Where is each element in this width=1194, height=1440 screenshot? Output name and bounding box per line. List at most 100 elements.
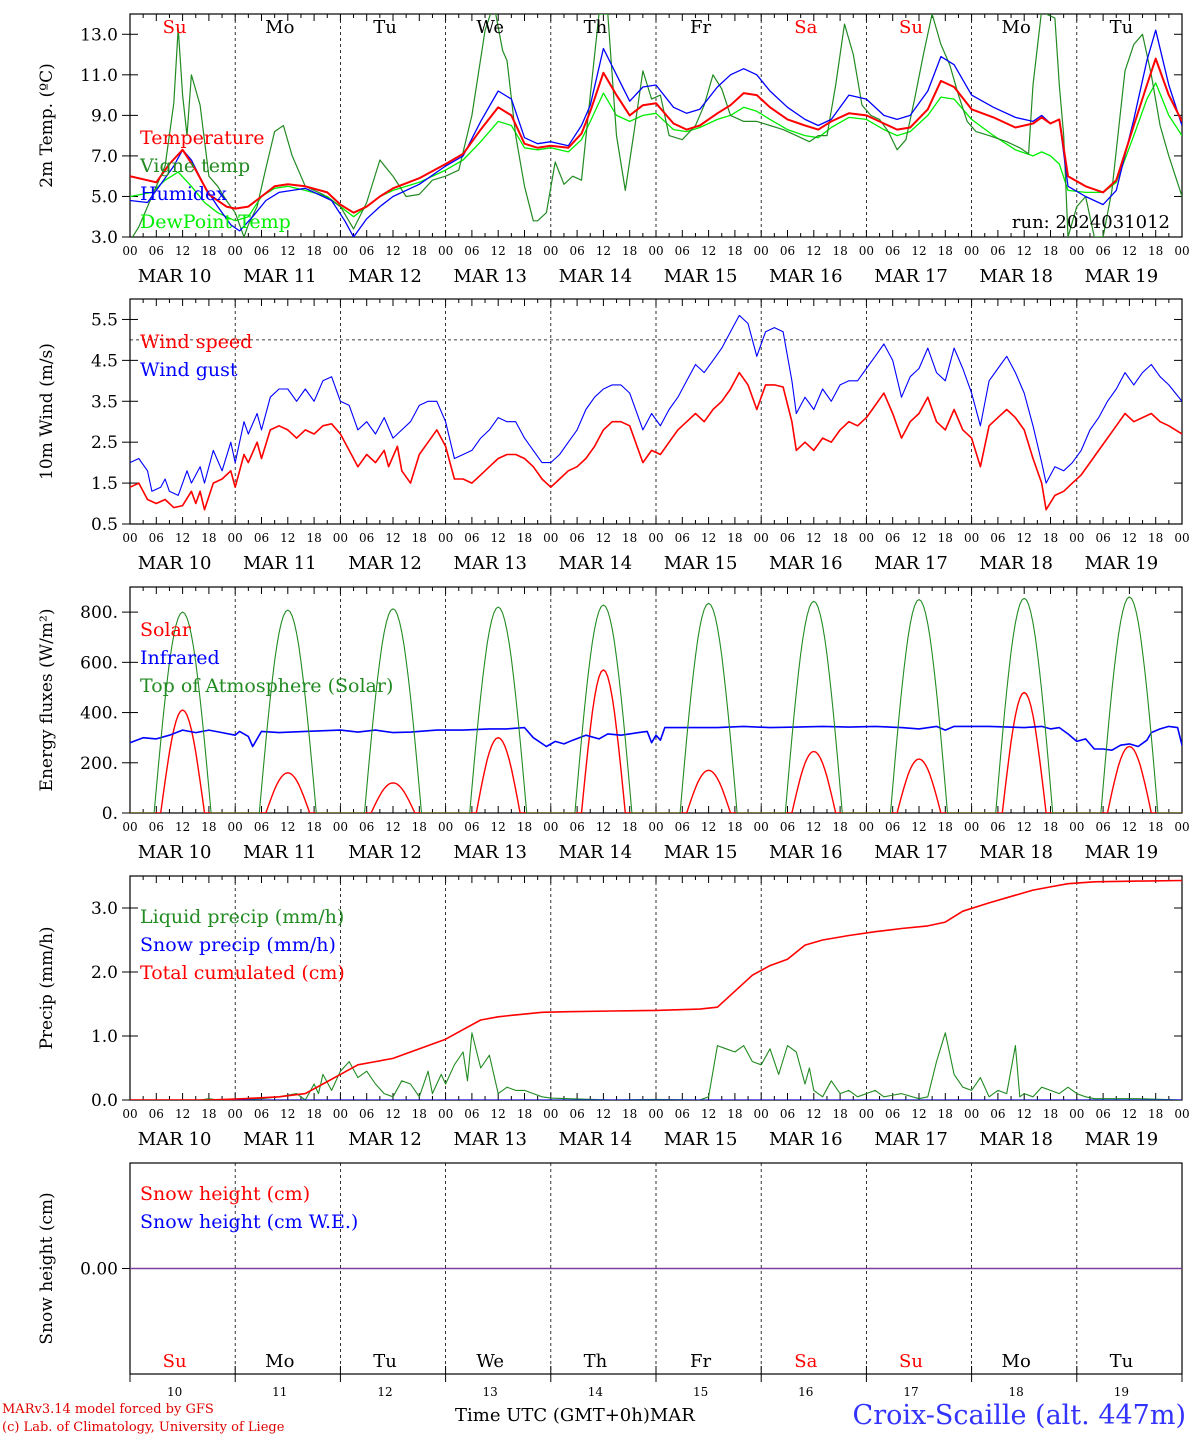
- legend-entry: Temperature: [140, 127, 264, 149]
- hour-tick-label: 18: [1148, 1107, 1163, 1121]
- hour-tick-label: 06: [464, 244, 479, 258]
- y-axis-label: Precip (mm/h): [37, 926, 57, 1049]
- hour-tick-label: 18: [832, 531, 847, 545]
- hour-tick-label: 18: [938, 1107, 953, 1121]
- weekday-label: Mo: [1002, 1351, 1031, 1372]
- hour-tick-label: 06: [359, 531, 374, 545]
- hour-tick-label: 06: [254, 1107, 269, 1121]
- hour-tick-label: 06: [254, 820, 269, 834]
- hour-tick-label: 12: [1017, 531, 1032, 545]
- hour-tick-label: 00: [543, 244, 558, 258]
- hour-tick-label: 00: [228, 1107, 243, 1121]
- hour-tick-label: 06: [675, 1107, 690, 1121]
- hour-tick-label: 18: [727, 1107, 742, 1121]
- hour-tick-label: 18: [938, 531, 953, 545]
- y-tick-label: 600.: [80, 653, 118, 673]
- hour-tick-label: 06: [780, 820, 795, 834]
- date-label: MAR 16: [769, 1129, 843, 1150]
- hour-tick-label: 00: [543, 820, 558, 834]
- hour-tick-label: 00: [754, 820, 769, 834]
- hour-tick-label: 18: [832, 1107, 847, 1121]
- series-group: [130, 596, 1182, 813]
- day-number-label: 13: [483, 1385, 498, 1399]
- hour-tick-label: 18: [201, 244, 216, 258]
- hour-tick-label: 12: [491, 531, 506, 545]
- hour-tick-label: 00: [754, 1107, 769, 1121]
- date-label: MAR 11: [243, 842, 317, 863]
- hour-tick-label: 00: [754, 531, 769, 545]
- series-group: [130, 314, 1182, 511]
- date-label: MAR 19: [1085, 1129, 1159, 1150]
- hour-tick-label: 06: [569, 531, 584, 545]
- hour-tick-label: 12: [385, 244, 400, 258]
- hour-tick-label: 06: [675, 820, 690, 834]
- date-label: MAR 16: [769, 842, 843, 863]
- legend-entry: DewPoint Temp: [140, 211, 291, 233]
- hour-tick-label: 12: [1122, 820, 1137, 834]
- legend-entry: Infrared: [140, 647, 220, 669]
- date-label: MAR 17: [874, 553, 948, 574]
- date-label: MAR 10: [138, 553, 212, 574]
- hour-tick-label: 12: [596, 531, 611, 545]
- hour-tick-label: 06: [569, 1107, 584, 1121]
- y-tick-label: 2.5: [91, 433, 118, 453]
- series-line: [130, 879, 1182, 1100]
- hour-tick-label: 00: [122, 1107, 137, 1121]
- date-label: MAR 13: [453, 553, 527, 574]
- date-label: MAR 13: [453, 1129, 527, 1150]
- hour-tick-label: 00: [1174, 1107, 1189, 1121]
- panel-snow: Su 10 Mo 11 Tu 12 We 13 Th 14 Fr 15 Sa 16 Su 17 Mo 18 Tu 19…: [37, 1162, 1183, 1399]
- hour-tick-label: 00: [859, 1107, 874, 1121]
- hour-tick-label: 18: [727, 244, 742, 258]
- hour-tick-label: 00: [1174, 244, 1189, 258]
- date-label: MAR 12: [348, 1129, 422, 1150]
- date-label: MAR 10: [138, 266, 212, 287]
- date-label: MAR 14: [559, 842, 633, 863]
- legend-entry: Liquid precip (mm/h): [140, 906, 344, 928]
- date-label: MAR 15: [664, 1129, 738, 1150]
- series-line: [130, 29, 1182, 237]
- series-line: [130, 669, 1182, 813]
- y-tick-label: 200.: [80, 754, 118, 774]
- hour-tick-label: 18: [727, 820, 742, 834]
- hour-tick-label: 12: [1017, 820, 1032, 834]
- y-tick-label: 13.0: [80, 25, 118, 45]
- hour-tick-label: 18: [938, 820, 953, 834]
- day-number-label: 14: [588, 1385, 604, 1399]
- date-label: MAR 10: [138, 1129, 212, 1150]
- weekday-label: Fr: [690, 1351, 711, 1372]
- y-axis-label: Energy fluxes (W/m²): [37, 609, 57, 792]
- y-tick-label: 3.5: [91, 392, 118, 412]
- day-number-label: 12: [377, 1385, 392, 1399]
- hour-tick-label: 18: [412, 1107, 427, 1121]
- y-tick-label: 1.5: [91, 474, 118, 494]
- hour-tick-label: 06: [885, 820, 900, 834]
- hour-tick-label: 00: [438, 531, 453, 545]
- y-tick-label: 3.0: [91, 899, 118, 919]
- hour-tick-label: 06: [675, 531, 690, 545]
- hour-tick-label: 00: [228, 820, 243, 834]
- hour-tick-label: 18: [412, 531, 427, 545]
- hour-tick-label: 00: [1174, 531, 1189, 545]
- hour-tick-label: 18: [1148, 820, 1163, 834]
- weekday-label: We: [476, 17, 504, 38]
- model-credit: MARv3.14 model forced by GFS: [2, 1402, 214, 1417]
- hour-tick-label: 12: [1122, 1107, 1137, 1121]
- hour-tick-label: 18: [306, 820, 321, 834]
- hour-tick-label: 12: [596, 820, 611, 834]
- hour-tick-label: 18: [622, 531, 637, 545]
- legend-entry: Vigne temp: [139, 155, 250, 177]
- weekday-label: Su: [899, 17, 923, 38]
- hour-tick-label: 00: [964, 820, 979, 834]
- series-group: [130, 14, 1182, 237]
- y-tick-label: 0.5: [91, 515, 118, 535]
- run-annotation: run: 2024031012: [1012, 212, 1170, 233]
- hour-tick-label: 00: [228, 531, 243, 545]
- hour-tick-label: 12: [1017, 244, 1032, 258]
- hour-tick-label: 00: [438, 1107, 453, 1121]
- series-line: [130, 82, 1182, 222]
- y-tick-label: 11.0: [80, 66, 118, 86]
- y-tick-label: 2.0: [91, 963, 118, 983]
- hour-tick-label: 12: [911, 531, 926, 545]
